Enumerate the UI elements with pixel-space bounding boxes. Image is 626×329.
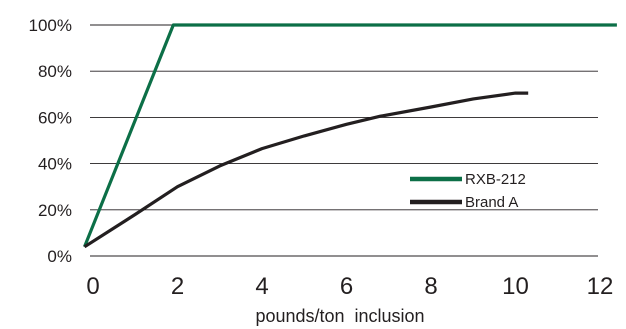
x-tick-label: 10 (502, 273, 529, 300)
series-line-brand-a (83, 91, 529, 249)
y-tick-label: 60% (38, 108, 72, 127)
y-axis-ticks: 0% 20% 40% 60% 80% 100% (29, 16, 72, 266)
x-tick-label: 0 (86, 273, 99, 300)
y-tick-label: 20% (38, 201, 72, 220)
x-tick-label: 2 (171, 273, 184, 300)
y-tick-label: 0% (47, 247, 72, 266)
legend-label: RXB-212 (465, 171, 526, 188)
gridlines (90, 24, 598, 257)
legend: RXB-212 Brand A (410, 171, 526, 211)
series-line-rxb-212 (83, 23, 617, 248)
series-lines (83, 23, 617, 249)
x-axis-ticks: 0 2 4 6 8 10 12 (86, 273, 613, 300)
x-tick-label: 4 (255, 273, 268, 300)
y-tick-label: 40% (38, 155, 72, 174)
legend-label: Brand A (465, 194, 518, 211)
x-tick-label: 12 (587, 273, 614, 300)
y-tick-label: 80% (38, 62, 72, 81)
x-tick-label: 8 (424, 273, 437, 300)
x-tick-label: 6 (340, 273, 353, 300)
x-axis-label: pounds/ton inclusion (255, 306, 424, 326)
y-tick-label: 100% (29, 16, 72, 35)
